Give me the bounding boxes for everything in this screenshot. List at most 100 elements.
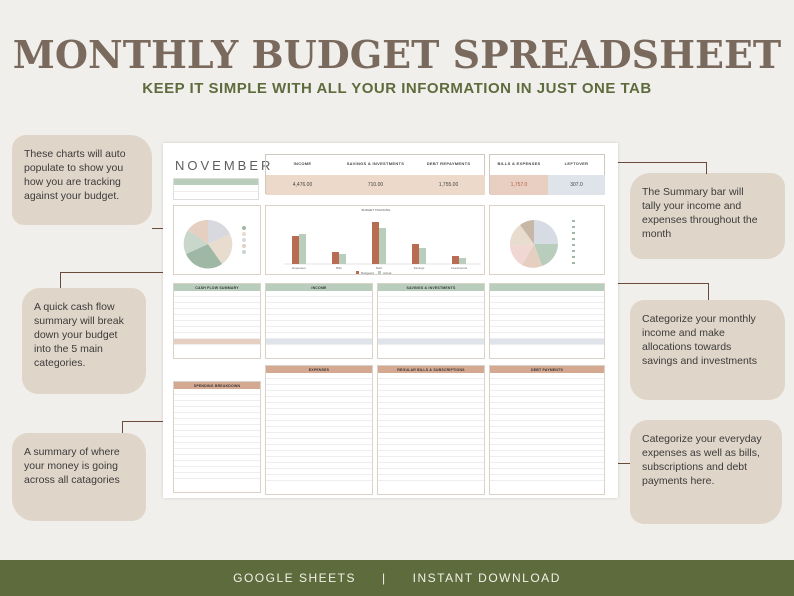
income-header: INCOME	[266, 284, 372, 291]
note-summary-all: A summary of where your money is going a…	[12, 433, 146, 521]
note-line: Categorize your everyday	[642, 433, 762, 445]
footer-bar: GOOGLE SHEETS | INSTANT DOWNLOAD	[0, 560, 794, 596]
savings-table: SAVINGS & INVESTMENTS	[377, 283, 485, 359]
note-line: against your budget.	[24, 190, 120, 202]
note-charts: These charts will auto populate to show …	[12, 135, 152, 225]
bar-chart-panel: BUDGET TRACKING Expenses Bills Debt Savings…	[265, 205, 485, 275]
month-label: NOVEMBER	[175, 158, 274, 173]
legend-label: Budgeted	[361, 271, 374, 275]
note-line: These charts will auto	[24, 148, 126, 160]
pie-chart	[183, 219, 246, 269]
note-categorize-everyday: Categorize your everyday expenses as wel…	[630, 420, 782, 524]
footer-separator: |	[382, 571, 387, 585]
bar-budgeted	[332, 252, 339, 264]
note-line: allocations towards	[642, 341, 732, 353]
bar-actual	[299, 234, 306, 264]
legend-label: Actual	[383, 271, 392, 275]
summary-label: SAVINGS & INVESTMENTS	[346, 161, 405, 166]
dates-table	[173, 178, 259, 200]
spending-pie-panel	[489, 205, 605, 275]
legend-swatch	[378, 271, 381, 274]
spreadsheet-preview: NOVEMBER INCOME SAVINGS & INVESTMENTS DE…	[163, 143, 618, 498]
savings-table-2	[489, 283, 605, 359]
bills-table: REGULAR BILLS & SUBSCRIPTIONS	[377, 365, 485, 495]
note-line: across all catagories	[24, 474, 120, 486]
note-line: expenses as well as bills,	[642, 447, 760, 459]
bar-category-label: Bills	[336, 266, 342, 270]
bar-budgeted	[372, 222, 379, 264]
note-summary-bar: The Summary bar will tally your income a…	[630, 173, 785, 259]
summary-value: 710.00	[339, 175, 412, 195]
bar-actual	[339, 254, 346, 264]
connector-line	[708, 283, 709, 300]
bar-budgeted	[292, 236, 299, 264]
connector-line	[122, 421, 123, 433]
spending-pie-chart	[509, 220, 575, 268]
note-line: categories.	[34, 357, 86, 369]
savings-header: SAVINGS & INVESTMENTS	[378, 284, 484, 291]
note-line: Categorize your monthly	[642, 313, 756, 325]
expenses-table: EXPENSES	[265, 365, 373, 495]
summary-bar: INCOME SAVINGS & INVESTMENTS DEBT REPAYM…	[265, 154, 485, 195]
bar-budgeted	[452, 256, 459, 264]
note-line: A summary of where	[24, 446, 120, 458]
note-line: populate to show you	[24, 162, 124, 174]
note-line: The Summary bar will	[642, 186, 744, 198]
bar-actual	[379, 228, 386, 264]
debt-header: DEBT PAYMENTS	[490, 366, 604, 373]
summary-label: DEBT REPAYMENTS	[426, 161, 471, 166]
note-line: tally your income and	[642, 200, 742, 212]
legend-swatch	[356, 271, 359, 274]
cashflow-table: CASH FLOW SUMMARY	[173, 283, 261, 359]
bar-category-label: Debt	[376, 266, 383, 270]
page-subtitle: KEEP IT SIMPLE WITH ALL YOUR INFORMATION…	[142, 80, 652, 97]
footer-instant-download: INSTANT DOWNLOAD	[412, 571, 561, 585]
bar-actual	[419, 248, 426, 264]
note-line: payments here.	[642, 475, 715, 487]
summary-value: 1,755.00	[412, 175, 485, 195]
spending-header: SPENDING BREAKDOWN	[174, 382, 260, 389]
connector-line	[60, 272, 170, 273]
note-line: savings and investments	[642, 355, 757, 367]
note-line: into the 5 main	[34, 343, 103, 355]
note-line: month	[642, 228, 672, 240]
summary-bar-right: BILLS & EXPENSES LEFTOVER 1,757.0 307.0	[489, 154, 605, 195]
bills-header: REGULAR BILLS & SUBSCRIPTIONS	[378, 366, 484, 373]
note-categorize-monthly: Categorize your monthly income and make …	[630, 300, 785, 400]
note-cashflow: A quick cash flow summary will break dow…	[22, 288, 146, 394]
debt-table: DEBT PAYMENTS	[489, 365, 605, 495]
connector-line	[122, 421, 180, 422]
connector-line	[598, 162, 706, 163]
bar-category-label: Investments	[451, 266, 468, 270]
summary-value: 307.0	[548, 175, 605, 195]
connector-line	[604, 283, 708, 284]
note-line: your money is going	[24, 460, 118, 472]
note-line: subscriptions and debt	[642, 461, 748, 473]
summary-label: BILLS & EXPENSES	[497, 161, 541, 166]
footer-google-sheets: GOOGLE SHEETS	[233, 571, 356, 585]
note-line: expenses throughout the	[642, 214, 758, 226]
bar-chart-title: BUDGET TRACKING	[361, 208, 391, 212]
pie-chart-panel	[173, 205, 261, 275]
bar-budgeted	[412, 244, 419, 264]
note-line: summary will break	[34, 315, 124, 327]
note-line: down your budget	[34, 329, 118, 341]
note-line: income and make	[642, 327, 725, 339]
spending-breakdown-table: SPENDING BREAKDOWN	[173, 381, 261, 493]
connector-line	[706, 162, 707, 174]
note-line: A quick cash flow	[34, 301, 115, 313]
summary-label: LEFTOVER	[564, 161, 589, 166]
bar-chart: Expenses Bills Debt Savings Investments Budge…	[284, 222, 481, 275]
summary-value: 1,757.0	[490, 175, 548, 195]
bar-category-label: Expenses	[292, 266, 306, 270]
expenses-header: EXPENSES	[266, 366, 372, 373]
connector-line	[60, 272, 61, 288]
bar-actual	[459, 258, 466, 264]
note-line: how you are tracking	[24, 176, 121, 188]
page-title: MONTHLY BUDGET SPREADSHEET	[12, 32, 782, 77]
summary-label: INCOME	[293, 161, 312, 166]
bar-category-label: Savings	[414, 266, 425, 270]
income-table: INCOME	[265, 283, 373, 359]
summary-value: 4,476.00	[266, 175, 339, 195]
cashflow-header: CASH FLOW SUMMARY	[174, 284, 260, 291]
